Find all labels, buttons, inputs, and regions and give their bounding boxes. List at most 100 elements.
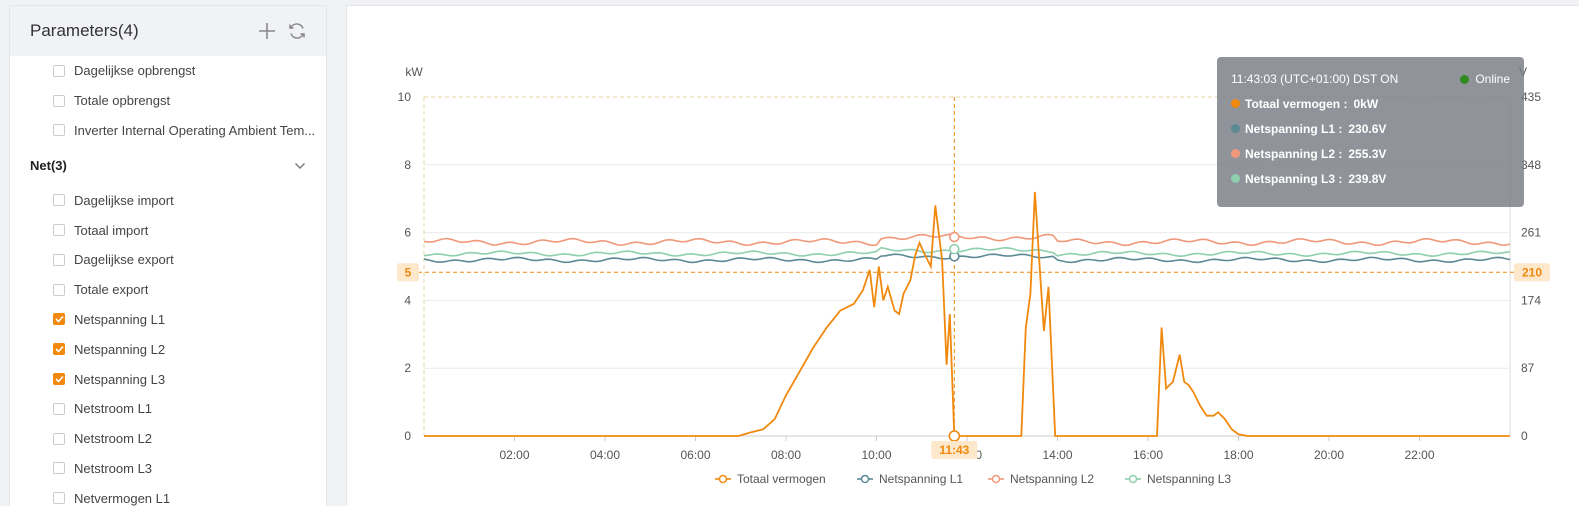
y-left-tick-label: 10 <box>398 90 412 104</box>
crosshair-marker <box>949 231 960 243</box>
parameter-checkbox[interactable] <box>53 124 65 137</box>
parameter-checkbox[interactable] <box>53 432 65 445</box>
parameter-item[interactable]: Dagelijkse export <box>10 245 326 275</box>
x-tick-label: 22:00 <box>1404 448 1434 462</box>
y-left-tick-label: 8 <box>404 158 411 172</box>
x-tick-label: 10:00 <box>861 448 891 462</box>
check-icon <box>54 316 64 324</box>
parameters-title: Parameters(4) <box>30 21 139 40</box>
parameter-label: Netvermogen L1 <box>74 490 171 506</box>
parameters-header: Parameters(4) <box>10 6 326 56</box>
crosshair-y-left-label: 5 <box>405 265 412 279</box>
legend-marker-icon <box>991 474 1001 484</box>
parameter-label: Dagelijkse import <box>74 192 174 208</box>
legend-item[interactable]: Netspanning L3 <box>1125 472 1231 486</box>
parameter-item[interactable]: Netspanning L1 <box>10 305 326 335</box>
refresh-icon[interactable] <box>288 22 306 40</box>
check-icon <box>54 376 64 383</box>
parameter-label: Netspanning L3 <box>74 371 166 387</box>
y-left-tick-label: 4 <box>404 293 411 307</box>
parameter-checkbox[interactable] <box>53 402 65 415</box>
legend-label: Netspanning L2 <box>1010 472 1094 486</box>
parameter-checkbox[interactable] <box>53 253 65 266</box>
tooltip-time: 11:43:03 (UTC+01:00) DST ON <box>1231 72 1399 86</box>
parameter-checkbox[interactable] <box>53 64 65 77</box>
tooltip-row: Netspanning L1 : 230.6V <box>1231 116 1510 141</box>
legend-item[interactable]: Netspanning L2 <box>988 472 1094 486</box>
power-voltage-chart[interactable]: 0246810087174261348435kWV02:0004:0006:00… <box>347 6 1579 503</box>
parameter-label: Totaal import <box>74 222 149 238</box>
x-tick-label: 16:00 <box>1133 448 1163 462</box>
y-right-tick-label: 87 <box>1521 361 1535 375</box>
series-dot-icon <box>1231 124 1240 133</box>
tooltip-row: Netspanning L2 : 255.3V <box>1231 141 1510 166</box>
parameter-checkbox[interactable] <box>53 492 65 505</box>
parameter-item[interactable]: Totale opbrengst <box>10 86 326 116</box>
status-dot-icon <box>1460 74 1470 84</box>
y-left-tick-label: 0 <box>404 429 411 443</box>
tooltip-series-name: Netspanning L1 : <box>1245 121 1343 136</box>
y-left-tick-label: 2 <box>404 361 411 375</box>
parameter-item[interactable]: Netstroom L2 <box>10 424 326 454</box>
parameter-item[interactable]: Netspanning L2 <box>10 334 326 364</box>
crosshair-y-right-bg <box>1514 263 1550 282</box>
chevron-down-icon[interactable] <box>294 158 306 173</box>
parameter-item[interactable]: Inverter Internal Operating Ambient Tem.… <box>10 116 326 146</box>
parameter-item[interactable]: Totaal import <box>10 215 326 245</box>
parameter-checkbox[interactable] <box>53 313 65 326</box>
parameter-checkbox[interactable] <box>53 343 65 356</box>
parameter-item[interactable]: Dagelijkse opbrengst <box>10 56 326 86</box>
legend-marker-icon <box>1128 474 1138 484</box>
crosshair-x-label: 11:43 <box>939 443 969 457</box>
parameter-label: Netstroom L3 <box>74 460 153 476</box>
y-right-tick-label: 0 <box>1521 429 1528 443</box>
x-tick-label: 08:00 <box>771 448 801 462</box>
legend-marker-icon <box>718 474 728 484</box>
y-left-unit-label: kW <box>405 65 423 79</box>
parameter-label: Inverter Internal Operating Ambient Tem.… <box>74 122 316 138</box>
series-dot-icon <box>1231 99 1240 108</box>
parameter-checkbox[interactable] <box>53 462 65 475</box>
parameter-checkbox[interactable] <box>53 373 65 386</box>
parameter-item[interactable]: Netspanning L3 <box>10 364 326 394</box>
parameter-checkbox[interactable] <box>53 283 65 296</box>
legend-item[interactable]: Netspanning L1 <box>857 472 963 486</box>
x-tick-label: 02:00 <box>499 448 529 462</box>
legend-label: Netspanning L3 <box>1147 472 1231 486</box>
parameter-item[interactable]: Netstroom L1 <box>10 394 326 424</box>
check-icon <box>54 346 64 353</box>
tooltip-status-label: Online <box>1475 72 1510 86</box>
crosshair-x-label-bg <box>931 441 978 459</box>
parameter-checkbox[interactable] <box>53 194 65 207</box>
parameter-item[interactable]: Netstroom L3 <box>10 454 326 484</box>
parameter-list-net: Dagelijkse import Totaal import Dagelijkse… <box>10 185 326 506</box>
x-tick-label: 14:00 <box>1042 448 1072 462</box>
parameter-item[interactable]: Netvermogen L1 <box>10 483 326 506</box>
parameters-panel: Parameters(4) Dagelijkse opbrengst Totale… <box>9 5 327 506</box>
legend-marker-icon <box>860 474 870 484</box>
plus-icon[interactable] <box>258 22 276 40</box>
crosshair-y-left-bg <box>397 263 419 282</box>
crosshair-marker <box>949 243 960 255</box>
legend-label: Totaal vermogen <box>737 472 826 486</box>
parameter-label: Netstroom L1 <box>74 401 153 417</box>
parameter-label: Totale export <box>74 282 149 298</box>
tooltip-row: Totaal vermogen : 0kW <box>1231 91 1510 116</box>
parameter-item[interactable]: Totale export <box>10 275 326 305</box>
series-line-netspanning-l3 <box>423 246 1511 258</box>
series-line-totaal-vermogen <box>424 191 1510 437</box>
x-tick-label: 04:00 <box>590 448 620 462</box>
tooltip-series-name: Netspanning L3 : <box>1245 171 1343 186</box>
series-line-netspanning-l1 <box>423 253 1511 264</box>
parameter-item[interactable]: Dagelijkse import <box>10 185 326 215</box>
legend-item[interactable]: Totaal vermogen <box>715 472 826 486</box>
group-net[interactable]: Net(3) <box>10 145 326 185</box>
tooltip-series-value: 239.8V <box>1348 171 1387 186</box>
y-right-tick-label: 435 <box>1521 90 1541 104</box>
parameter-checkbox[interactable] <box>53 94 65 107</box>
parameter-checkbox[interactable] <box>53 224 65 237</box>
series-dot-icon <box>1231 174 1240 183</box>
tooltip-series-name: Totaal vermogen : <box>1245 96 1348 111</box>
crosshair-y-right-label: 210 <box>1522 265 1542 279</box>
parameter-label: Totale opbrengst <box>74 93 171 109</box>
